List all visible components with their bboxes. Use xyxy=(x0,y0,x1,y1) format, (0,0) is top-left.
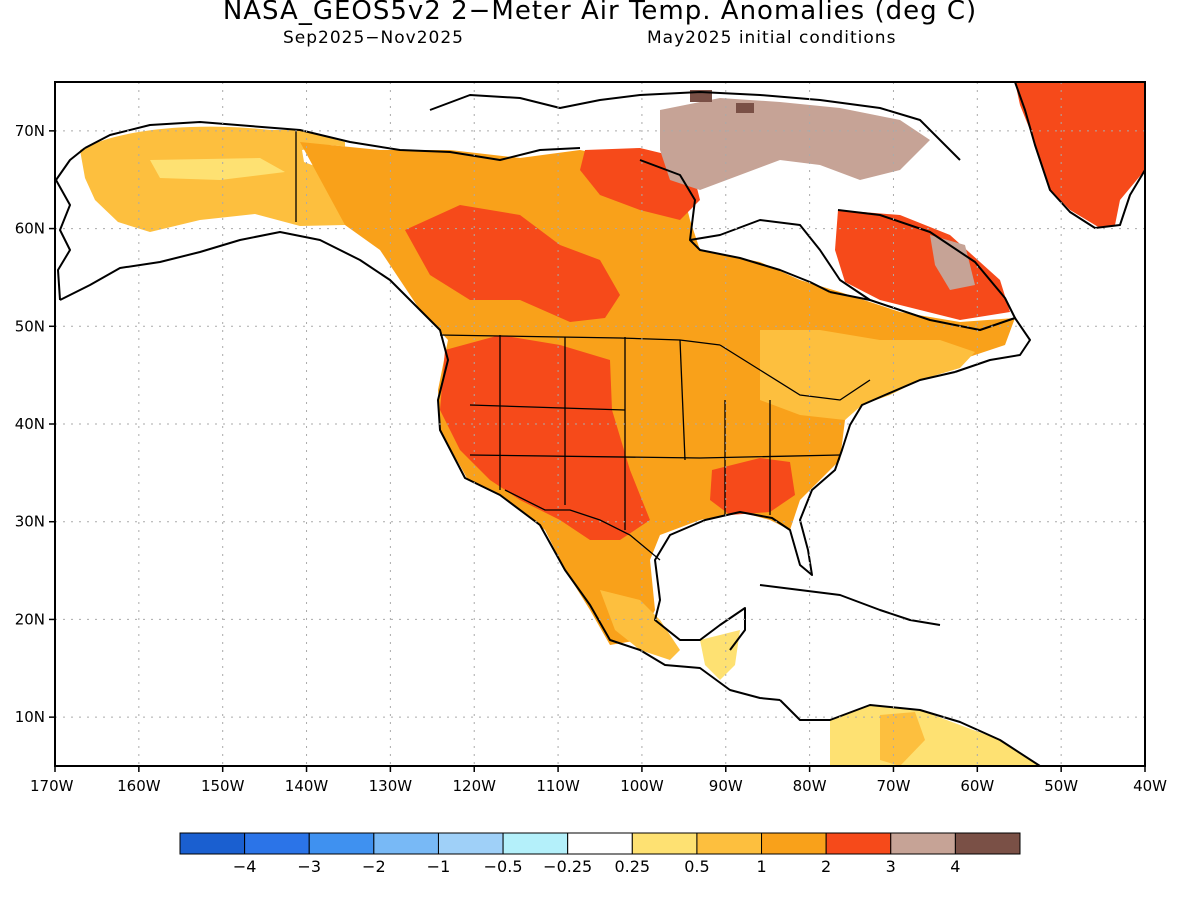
initial-conditions: May2025 initial conditions xyxy=(647,28,897,48)
lon-tick-label: 70W xyxy=(877,777,911,795)
colorbar-swatch xyxy=(631,832,698,855)
lon-tick-label: 120W xyxy=(452,777,496,795)
map-plot-area xyxy=(55,82,1145,766)
lon-tick-label: 160W xyxy=(117,777,161,795)
colorbar-swatch xyxy=(890,832,956,855)
lat-tick-label: 50N xyxy=(15,317,45,335)
lon-tick-label: 130W xyxy=(369,777,413,795)
lon-tick-label: 90W xyxy=(709,777,743,795)
colorbar-label: −0.5 xyxy=(484,857,523,876)
colorbar-swatch xyxy=(244,832,310,855)
lon-tick-label: 140W xyxy=(285,777,329,795)
northeast-light-region xyxy=(760,330,975,420)
colorbar-label: −3 xyxy=(297,857,321,876)
lon-tick-label: 40W xyxy=(1133,777,1167,795)
colorbar-label: −2 xyxy=(362,857,386,876)
colorbar-swatch xyxy=(954,832,1021,855)
lat-tick-label: 20N xyxy=(15,610,45,628)
colorbar-label: 3 xyxy=(886,857,896,876)
lon-tick-label: 50W xyxy=(1044,777,1078,795)
mexico-light-region xyxy=(600,590,680,660)
colorbar-label: 1 xyxy=(756,857,766,876)
southeast-us-warm-region xyxy=(710,458,795,515)
colorbar-swatch xyxy=(179,832,246,855)
political-borders xyxy=(295,130,871,561)
colorbar-label: −4 xyxy=(233,857,257,876)
latitude-axis: 10N 20N 30N 40N 50N 60N 70N xyxy=(15,122,55,726)
lat-tick-label: 40N xyxy=(15,415,45,433)
lat-tick-label: 70N xyxy=(15,122,45,140)
colorbar-swatch xyxy=(696,832,763,855)
lat-tick-label: 10N xyxy=(15,708,45,726)
colorbar-label: −0.25 xyxy=(543,857,592,876)
lon-tick-label: 150W xyxy=(201,777,245,795)
colorbar-swatch xyxy=(567,832,633,855)
graticule xyxy=(55,82,1145,766)
western-canada-warm-region xyxy=(405,205,620,322)
forecast-period: Sep2025−Nov2025 xyxy=(283,28,464,48)
colorbar-label: 0.25 xyxy=(614,857,650,876)
colorbar-swatch xyxy=(761,832,827,855)
central-america-light-region xyxy=(700,630,740,680)
map-title: NASA_GEOS5v2 2−Meter Air Temp. Anomalies… xyxy=(222,0,978,26)
colorbar-swatch xyxy=(502,832,569,855)
alaska-light-band xyxy=(150,158,285,180)
colorbar-label: 0.5 xyxy=(684,857,709,876)
colorbar-swatch xyxy=(308,832,375,855)
south-america-warm-region xyxy=(880,712,925,766)
colorbar-swatch xyxy=(825,832,892,855)
colorbar-swatch xyxy=(437,832,504,855)
labrador-strong-warm-region xyxy=(930,235,975,290)
arctic-extreme-cell xyxy=(736,103,754,113)
western-us-warm-region xyxy=(440,335,650,540)
greenland-warm-region xyxy=(1015,82,1145,228)
labrador-warm-region xyxy=(835,210,1010,320)
lon-tick-label: 110W xyxy=(536,777,580,795)
colorbar: −4 −3 −2 −1 −0.5 −0.25 0.25 0.5 1 2 3 4 xyxy=(179,832,1021,876)
arctic-strong-warm-region xyxy=(660,98,930,190)
lon-tick-label: 170W xyxy=(30,777,74,795)
colorbar-label: 4 xyxy=(950,857,960,876)
colorbar-label: 2 xyxy=(821,857,831,876)
lon-tick-label: 100W xyxy=(620,777,664,795)
colorbar-label: −1 xyxy=(427,857,451,876)
lat-tick-label: 30N xyxy=(15,513,45,531)
colorbar-swatch xyxy=(373,832,439,855)
lat-tick-label: 60N xyxy=(15,220,45,238)
lon-tick-label: 80W xyxy=(793,777,827,795)
longitude-axis: 170W 160W 150W 140W 130W 120W 110W 100W 90W 80W 70… xyxy=(30,766,1167,795)
lon-tick-label: 60W xyxy=(960,777,994,795)
coastlines xyxy=(55,82,1145,766)
